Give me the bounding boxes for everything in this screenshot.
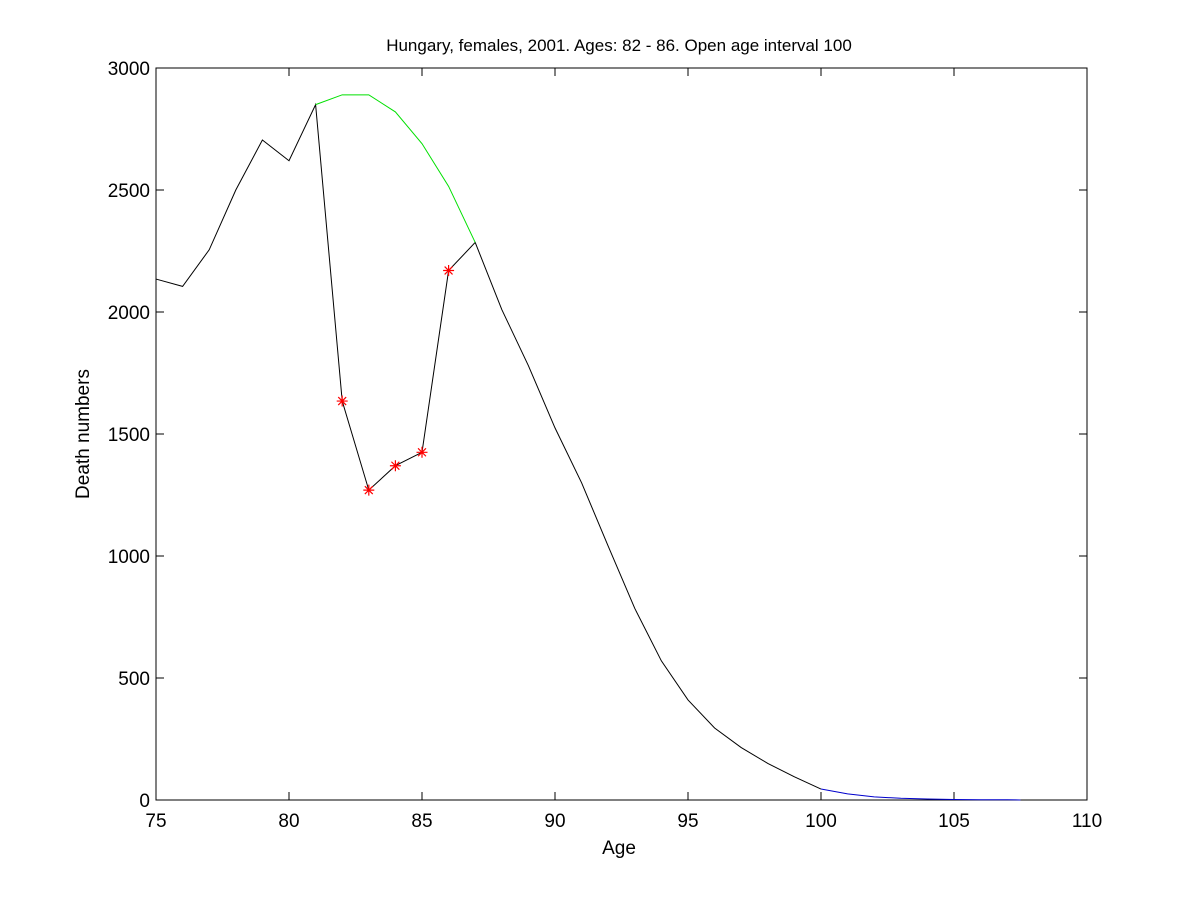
data-point-marker — [443, 265, 455, 277]
y-tick-label: 0 — [139, 791, 150, 812]
y-axis-label: Death numbers — [73, 369, 94, 499]
y-tick-label: 2000 — [108, 303, 150, 324]
x-tick-label: 75 — [145, 811, 166, 832]
series-3 — [336, 265, 455, 496]
x-tick-label: 95 — [677, 811, 698, 832]
data-point-marker — [363, 484, 375, 496]
data-point-marker — [389, 460, 401, 472]
x-axis-label: Age — [602, 838, 636, 859]
y-tick-label: 1500 — [108, 425, 150, 446]
series-1 — [315, 94, 476, 243]
x-tick-label: 90 — [544, 811, 565, 832]
chart-title: Hungary, females, 2001. Ages: 82 - 86. O… — [386, 36, 852, 55]
y-tick-label: 2500 — [108, 181, 150, 202]
x-tick-label: 85 — [411, 811, 432, 832]
series-line — [315, 94, 476, 243]
series-line — [155, 102, 822, 790]
data-point-marker — [336, 395, 348, 407]
y-tick-label: 3000 — [108, 59, 150, 80]
data-point-marker — [416, 446, 428, 458]
series-0 — [155, 102, 822, 790]
y-tick-label: 500 — [118, 669, 150, 690]
series-2 — [820, 788, 1021, 801]
x-tick-label: 105 — [938, 811, 970, 832]
series-line — [820, 788, 1021, 801]
y-tick-label: 1000 — [108, 547, 150, 568]
x-tick-label: 100 — [805, 811, 837, 832]
series-group — [155, 94, 1021, 801]
x-tick-label: 80 — [278, 811, 299, 832]
x-tick-label: 110 — [1072, 811, 1102, 832]
plot-frame — [155, 67, 1088, 801]
axes: 75 80 85 90 95 100 105 110 0 500 1000 1500 2000 2500 3… — [108, 59, 1102, 832]
